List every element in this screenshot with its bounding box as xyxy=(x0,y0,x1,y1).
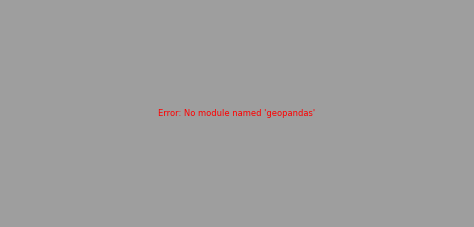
Text: Error: No module named 'geopandas': Error: No module named 'geopandas' xyxy=(158,109,316,118)
